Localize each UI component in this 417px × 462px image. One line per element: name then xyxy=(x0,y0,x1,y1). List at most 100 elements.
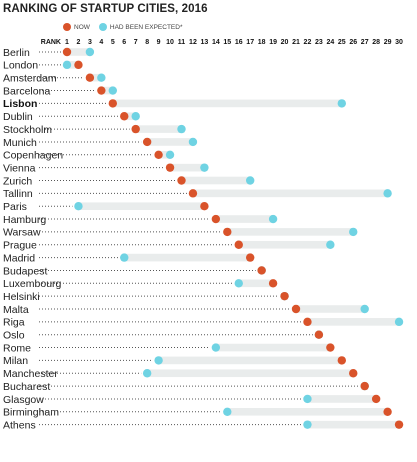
now-dot xyxy=(303,317,312,327)
tick-label: 12 xyxy=(189,39,197,46)
tick-label: 18 xyxy=(258,39,266,46)
expected-dot xyxy=(234,279,243,288)
range-bar xyxy=(192,189,388,198)
expected-dot xyxy=(383,189,392,198)
now-dot xyxy=(371,394,381,404)
range-bar xyxy=(158,151,171,159)
city-label: Vienna xyxy=(3,162,36,174)
expected-dot xyxy=(85,47,95,57)
tick-label: 14 xyxy=(212,39,220,46)
expected-dot xyxy=(120,253,129,262)
city-label: Amsterdam xyxy=(3,73,57,85)
city-label: Budapest xyxy=(3,265,47,277)
tick-label: 15 xyxy=(223,39,231,46)
legend-expected-swatch xyxy=(98,23,107,31)
now-dot xyxy=(349,369,358,378)
tick-label: 17 xyxy=(246,39,254,46)
now-dot xyxy=(108,99,118,108)
tick-label: 3 xyxy=(88,39,92,46)
city-label: Athens xyxy=(3,419,36,431)
tick-label: 19 xyxy=(269,39,277,46)
now-dot xyxy=(246,253,255,262)
tick-label: 24 xyxy=(326,39,334,46)
range-bar xyxy=(147,369,354,378)
legend-expected: HAD BEEN EXPECTED* xyxy=(98,23,183,31)
city-label: Riga xyxy=(3,317,25,329)
city-label: Madrid xyxy=(3,252,35,264)
range-bar xyxy=(307,395,377,403)
city-label: Helsinki xyxy=(3,291,40,303)
tick-label: 9 xyxy=(157,39,161,46)
now-dot xyxy=(257,266,266,275)
now-dot xyxy=(200,202,209,211)
city-label: Milan xyxy=(3,355,28,367)
city-label: Zurich xyxy=(3,175,32,187)
tick-label: 23 xyxy=(315,39,323,46)
city-label: Lisbon xyxy=(3,98,37,110)
city-label: Barcelona xyxy=(3,85,50,97)
tick-label: 25 xyxy=(338,39,346,46)
range-bar xyxy=(89,73,102,82)
expected-dot xyxy=(394,317,404,327)
city-label: Glasgow xyxy=(3,394,44,406)
range-bar xyxy=(124,112,136,121)
expected-dot xyxy=(165,150,175,159)
city-label: Hamburg xyxy=(3,214,46,226)
range-bar xyxy=(215,343,331,352)
legend-now: NOW xyxy=(63,23,90,31)
city-label: Birmingham xyxy=(3,407,59,419)
expected-dot xyxy=(303,394,312,404)
city-label: Bucharest xyxy=(3,381,50,393)
tick-label: 6 xyxy=(122,39,126,46)
tick-label: 29 xyxy=(384,39,392,46)
city-label: Malta xyxy=(3,304,29,316)
tick-label: 8 xyxy=(145,39,149,46)
now-dot xyxy=(142,137,152,147)
city-label: Rome xyxy=(3,342,31,354)
legend-expected-label: HAD BEEN EXPECTED* xyxy=(109,23,183,31)
now-dot xyxy=(234,240,243,249)
now-dot xyxy=(337,356,346,365)
range-bar xyxy=(78,202,205,210)
range-bar xyxy=(238,279,274,288)
now-dot xyxy=(97,86,106,95)
city-label: Copenhagen xyxy=(3,150,63,162)
now-dot xyxy=(223,227,232,237)
now-dot xyxy=(188,189,198,198)
now-dot xyxy=(326,343,335,352)
tick-label: 7 xyxy=(134,39,138,46)
expected-dot xyxy=(154,356,163,365)
tick-label: 5 xyxy=(111,39,115,46)
range-bar xyxy=(135,125,182,133)
city-label: Stockholm xyxy=(3,124,52,136)
tick-label: 1 xyxy=(65,39,69,46)
range-bar xyxy=(296,305,365,313)
now-dot xyxy=(131,124,140,134)
city-label: Munich xyxy=(3,137,37,149)
now-dot xyxy=(62,47,72,57)
range-bar xyxy=(215,215,274,223)
tick-label: 4 xyxy=(99,39,103,46)
range-bar xyxy=(170,163,205,172)
now-dot xyxy=(394,420,404,429)
now-dot xyxy=(360,381,369,391)
chart-title: RANKING OF STARTUP CITIES, 2016 xyxy=(3,3,208,15)
tick-label: 10 xyxy=(166,39,174,46)
now-dot xyxy=(74,60,83,70)
now-dot xyxy=(85,73,95,82)
tick-label: 2 xyxy=(76,39,80,46)
now-dot xyxy=(314,330,324,339)
now-dot xyxy=(165,163,175,172)
expected-dot xyxy=(131,112,140,121)
now-dot xyxy=(280,291,289,301)
city-label: London xyxy=(3,60,38,72)
expected-dot xyxy=(337,99,346,108)
expected-dot xyxy=(246,176,255,185)
tick-label: 26 xyxy=(349,39,357,46)
expected-dot xyxy=(188,137,198,147)
city-label: Manchester xyxy=(3,368,58,380)
tick-label: 22 xyxy=(304,39,312,46)
tick-label: 28 xyxy=(372,39,380,46)
now-dot xyxy=(291,304,301,314)
